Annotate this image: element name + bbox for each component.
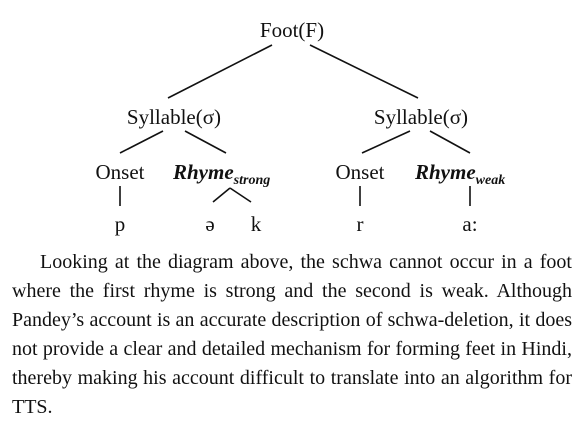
edge-rhyme-left-segment-2 [229,187,252,203]
syllable-tree-diagram: Foot(F) Syllable(σ) Syllable(σ) Onset Rh… [96,18,506,236]
node-foot: Foot(F) [260,18,324,42]
segment-k: k [251,212,262,236]
segment-a-long: a: [462,212,477,236]
segment-r: r [357,212,364,236]
node-rhyme-strong: Rhymestrong [172,160,270,188]
edge-syllable-right-rhyme [429,130,471,154]
node-onset-right: Onset [336,160,385,184]
node-syllable-left: Syllable(σ) [127,105,221,129]
node-onset-left: Onset [96,160,145,184]
edge-syllable-left-rhyme [184,130,227,154]
node-syllable-right: Syllable(σ) [374,105,468,129]
edge-foot-syllable-right [309,44,419,99]
edge-rhyme-left-segment-1 [212,187,231,203]
edge-syllable-left-onset [119,130,164,154]
segment-schwa: ə [205,212,214,236]
segment-p: p [115,212,126,236]
edge-foot-syllable-left [167,44,273,99]
body-paragraph: Looking at the diagram above, the schwa … [12,251,572,418]
edge-syllable-right-onset [361,130,411,154]
node-rhyme-weak: Rhymeweak [414,160,505,188]
